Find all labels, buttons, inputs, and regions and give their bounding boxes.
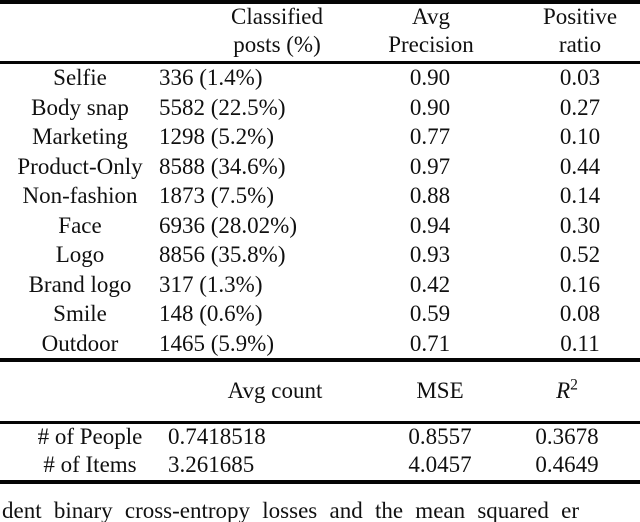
metric-label: # of Items <box>43 451 137 477</box>
avg-count-value: 3.261685 <box>168 451 255 477</box>
classified-posts-value: 148 (0.6%) <box>159 301 263 326</box>
r-squared-value: 0.4649 <box>535 451 599 477</box>
classified-posts-value: 317 (1.3%) <box>159 271 263 297</box>
avg-precision-value: 0.97 <box>409 153 451 179</box>
table-row: Non-fashion 1873 (7.5%) 0.88 0.14 <box>0 181 640 211</box>
avg-precision-value: 0.90 <box>409 94 451 120</box>
positive-ratio-value: 0.11 <box>560 330 600 356</box>
table-row: Marketing 1298 (5.2%) 0.77 0.10 <box>0 122 640 152</box>
classification-table-body: Selfie 336 (1.4%) 0.90 0.03 Body snap 55… <box>0 63 640 358</box>
table-row: Selfie 336 (1.4%) 0.90 0.03 <box>0 63 640 93</box>
mse-value: 0.8557 <box>408 424 472 449</box>
table-row: # of Items 3.261685 4.0457 0.4649 <box>0 451 640 479</box>
category-label: Smile <box>53 301 107 326</box>
classified-posts-value: 8588 (34.6%) <box>159 153 286 179</box>
positive-ratio-value: 0.52 <box>559 242 601 267</box>
body-text-fragment: dent binary cross-entropy losses and the… <box>2 499 580 522</box>
category-label: Non-fashion <box>22 183 138 208</box>
positive-ratio-value: 0.10 <box>559 124 601 149</box>
category-label: Outdoor <box>41 330 119 356</box>
table-top-rule <box>0 0 640 4</box>
header-line: ratio <box>558 32 602 57</box>
mse-value: 4.0457 <box>408 451 472 477</box>
positive-ratio-value: 0.16 <box>559 271 601 297</box>
table-row: # of People 0.7418518 0.8557 0.3678 <box>0 423 640 451</box>
category-label: Product-Only <box>17 153 143 179</box>
avg-precision-value: 0.88 <box>409 183 451 208</box>
table-row: Body snap 5582 (22.5%) 0.90 0.27 <box>0 93 640 123</box>
header-line: MSE <box>416 378 464 403</box>
header-separator-rule <box>0 61 640 64</box>
header-line: Classified <box>231 4 323 29</box>
avg-precision-value: 0.42 <box>409 271 451 297</box>
avg-precision-value: 0.59 <box>409 301 451 326</box>
table-row: Product-Only 8588 (34.6%) 0.97 0.44 <box>0 152 640 182</box>
header-line: posts (%) <box>233 32 321 57</box>
classified-posts-value: 5582 (22.5%) <box>159 94 286 120</box>
table-bottom-rule <box>0 480 640 484</box>
category-label: Logo <box>55 242 105 267</box>
positive-ratio-value: 0.27 <box>559 94 601 120</box>
table-row: Smile 148 (0.6%) 0.59 0.08 <box>0 299 640 329</box>
classified-posts-value: 336 (1.4%) <box>159 65 263 90</box>
positive-ratio-value: 0.44 <box>559 153 601 179</box>
header-separator-rule <box>0 421 640 424</box>
r-squared-value: 0.3678 <box>535 424 599 449</box>
positive-ratio-value: 0.03 <box>559 65 601 90</box>
avg-precision-value: 0.93 <box>409 242 451 267</box>
r-symbol: R <box>556 378 571 403</box>
classification-table-header: Classified posts (%) Avg Precision Posit… <box>0 3 640 61</box>
metric-label: # of People <box>37 424 143 449</box>
category-label: Body snap <box>31 94 129 120</box>
column-header-r-squared: R2 <box>556 376 578 406</box>
category-label: Selfie <box>53 65 107 90</box>
avg-precision-value: 0.90 <box>409 65 451 90</box>
avg-precision-value: 0.77 <box>409 124 451 149</box>
positive-ratio-value: 0.08 <box>559 301 601 326</box>
column-header-classified-posts: Classified posts (%) <box>231 3 323 59</box>
regression-table-body: # of People 0.7418518 0.8557 0.3678 # of… <box>0 423 640 478</box>
category-label: Marketing <box>32 124 128 149</box>
regression-table-header: Avg count MSE R2 <box>0 376 640 406</box>
classified-posts-value: 1298 (5.2%) <box>159 124 274 149</box>
classified-posts-value: 6936 (28.02%) <box>159 212 297 238</box>
positive-ratio-value: 0.30 <box>559 212 601 238</box>
column-header-positive-ratio: Positive ratio <box>543 3 617 59</box>
positive-ratio-value: 0.14 <box>559 183 601 208</box>
table-row: Brand logo 317 (1.3%) 0.42 0.16 <box>0 270 640 300</box>
column-header-avg-precision: Avg Precision <box>388 3 474 59</box>
table-row: Outdoor 1465 (5.9%) 0.71 0.11 <box>0 329 640 359</box>
table-row: Logo 8856 (35.8%) 0.93 0.52 <box>0 240 640 270</box>
section-separator-rule <box>0 358 640 362</box>
header-line: Positive <box>542 4 618 29</box>
squared-exponent: 2 <box>570 376 578 394</box>
category-label: Face <box>58 212 102 238</box>
classified-posts-value: 1873 (7.5%) <box>159 183 274 208</box>
category-label: Brand logo <box>28 271 132 297</box>
avg-precision-value: 0.94 <box>409 212 451 238</box>
header-line: Avg <box>412 4 450 29</box>
header-line: Avg count <box>227 378 323 403</box>
classified-posts-value: 8856 (35.8%) <box>159 242 286 267</box>
column-header-mse: MSE <box>416 376 463 406</box>
header-line: Precision <box>388 32 474 57</box>
column-header-avg-count: Avg count <box>228 376 323 406</box>
classified-posts-value: 1465 (5.9%) <box>159 330 274 356</box>
table-row: Face 6936 (28.02%) 0.94 0.30 <box>0 211 640 241</box>
avg-count-value: 0.7418518 <box>168 424 266 449</box>
avg-precision-value: 0.71 <box>409 330 451 356</box>
